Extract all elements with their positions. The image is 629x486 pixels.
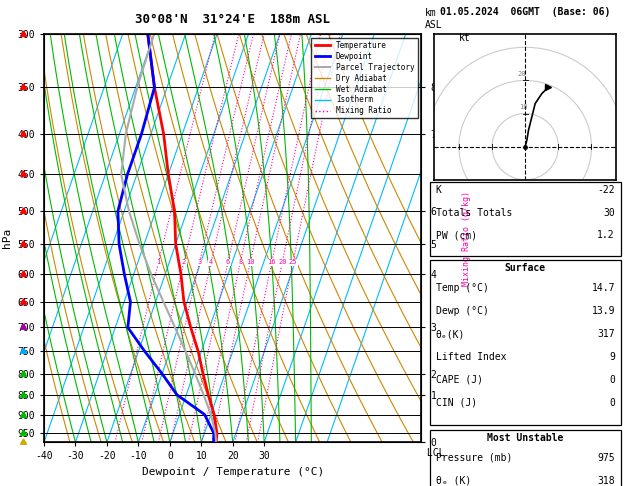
Text: PW (cm): PW (cm) bbox=[435, 230, 477, 241]
Text: 317: 317 bbox=[598, 329, 615, 339]
Text: Mixing Ratio (g/kg): Mixing Ratio (g/kg) bbox=[462, 191, 471, 286]
Text: Most Unstable: Most Unstable bbox=[487, 433, 564, 443]
Text: CAPE (J): CAPE (J) bbox=[435, 375, 482, 385]
Text: 13.9: 13.9 bbox=[591, 306, 615, 316]
Text: 20: 20 bbox=[518, 71, 526, 77]
Text: 4: 4 bbox=[209, 260, 213, 265]
Text: 10: 10 bbox=[246, 260, 255, 265]
Text: 0: 0 bbox=[609, 375, 615, 385]
Text: 6: 6 bbox=[226, 260, 230, 265]
Text: Dewp (°C): Dewp (°C) bbox=[435, 306, 488, 316]
Text: kt: kt bbox=[459, 33, 470, 43]
Text: 16: 16 bbox=[267, 260, 276, 265]
Text: 01.05.2024  06GMT  (Base: 06): 01.05.2024 06GMT (Base: 06) bbox=[440, 7, 610, 17]
Text: 20: 20 bbox=[278, 260, 286, 265]
Text: θₑ(K): θₑ(K) bbox=[435, 329, 465, 339]
Text: 25: 25 bbox=[289, 260, 298, 265]
Text: Lifted Index: Lifted Index bbox=[435, 352, 506, 362]
Text: 1.2: 1.2 bbox=[598, 230, 615, 241]
Legend: Temperature, Dewpoint, Parcel Trajectory, Dry Adiabat, Wet Adiabat, Isotherm, Mi: Temperature, Dewpoint, Parcel Trajectory… bbox=[311, 38, 418, 119]
Text: 10: 10 bbox=[520, 104, 528, 110]
Text: km
ASL: km ASL bbox=[425, 8, 443, 30]
Text: 0: 0 bbox=[609, 398, 615, 408]
Text: 318: 318 bbox=[598, 476, 615, 486]
X-axis label: Dewpoint / Temperature (°C): Dewpoint / Temperature (°C) bbox=[142, 467, 324, 477]
Text: 9: 9 bbox=[609, 352, 615, 362]
Text: K: K bbox=[435, 185, 442, 195]
Text: Totals Totals: Totals Totals bbox=[435, 208, 512, 218]
Text: Surface: Surface bbox=[504, 263, 546, 273]
Text: CIN (J): CIN (J) bbox=[435, 398, 477, 408]
Text: 3: 3 bbox=[198, 260, 202, 265]
Text: 8: 8 bbox=[238, 260, 243, 265]
Text: 975: 975 bbox=[598, 453, 615, 463]
Text: 30: 30 bbox=[603, 208, 615, 218]
Text: 14.7: 14.7 bbox=[591, 283, 615, 294]
Text: Pressure (mb): Pressure (mb) bbox=[435, 453, 512, 463]
Text: 30°08'N  31°24'E  188m ASL: 30°08'N 31°24'E 188m ASL bbox=[135, 13, 330, 26]
Text: 1: 1 bbox=[157, 260, 160, 265]
Text: -22: -22 bbox=[598, 185, 615, 195]
Text: θₑ (K): θₑ (K) bbox=[435, 476, 470, 486]
Text: LCL: LCL bbox=[421, 449, 445, 458]
Text: 2: 2 bbox=[182, 260, 186, 265]
Text: Temp (°C): Temp (°C) bbox=[435, 283, 488, 294]
Y-axis label: hPa: hPa bbox=[2, 228, 12, 248]
